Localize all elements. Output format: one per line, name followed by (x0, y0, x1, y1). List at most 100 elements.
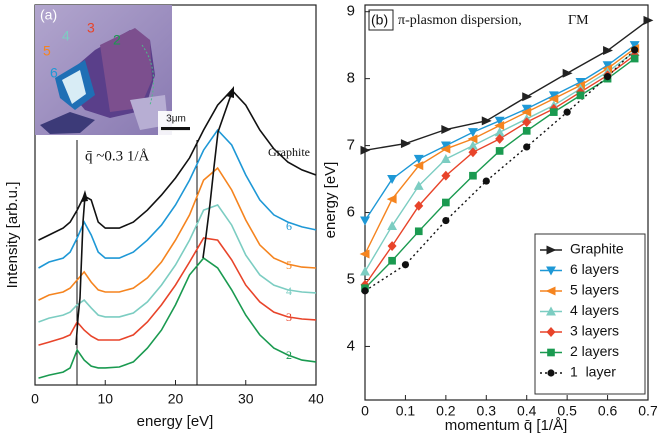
marker (629, 41, 640, 51)
marker (387, 175, 398, 185)
marker (482, 177, 490, 185)
marker (468, 147, 478, 158)
legend-marker (547, 348, 555, 357)
marker (495, 133, 505, 144)
marker (441, 170, 451, 181)
chart-subtitle: ΓM (568, 13, 589, 28)
x-tick-label: 0.7 (638, 403, 657, 419)
series-label: 5 (286, 258, 292, 272)
marker (413, 161, 424, 171)
marker (576, 91, 585, 100)
spectrum-line (38, 88, 317, 241)
panel-label-box (368, 9, 394, 31)
legend-marker (546, 245, 557, 255)
marker (467, 134, 478, 144)
y-tick-label: 4 (347, 337, 355, 354)
marker (360, 266, 370, 276)
marker (522, 127, 531, 135)
series-label: 6 (286, 219, 292, 233)
marker (467, 128, 478, 138)
marker (414, 227, 423, 236)
x-tick-label: 10 (97, 391, 113, 407)
marker (522, 92, 533, 102)
marker (603, 46, 613, 56)
x-tick-label: 40 (308, 391, 324, 407)
arrow-heads (81, 86, 234, 202)
inset-label: 2 (113, 32, 121, 48)
marker (387, 220, 398, 230)
marker (548, 94, 559, 104)
marker (388, 256, 396, 265)
inset-label: 5 (43, 43, 51, 59)
legend-marker (546, 266, 556, 276)
x-tick-label: 0.2 (436, 403, 456, 419)
x-tick-label: 0.5 (557, 403, 577, 419)
series-label: Graphite (268, 145, 310, 159)
marker (494, 116, 505, 126)
marker (467, 140, 478, 150)
legend-label: 6 layers (570, 261, 619, 277)
marker (440, 141, 451, 151)
y-tick-label: 9 (347, 3, 355, 20)
marker (563, 108, 571, 116)
spectrum-line (38, 237, 317, 346)
y-tick-label: 5 (347, 270, 355, 287)
x-tick-label: 0.4 (517, 403, 537, 419)
x-tick-label: 0 (361, 403, 369, 419)
marker (469, 171, 477, 180)
marker (549, 108, 558, 116)
curves (38, 88, 317, 379)
legend-marker (547, 369, 555, 377)
marker (442, 216, 450, 225)
legend-label: 3 layers (570, 323, 619, 339)
marker (631, 46, 639, 54)
legend-label: 4 layers (570, 302, 619, 318)
chart-title: π-plasmon dispersion, (398, 13, 522, 28)
series-label: 2 (286, 348, 292, 362)
annotation: q̄ ~0.3 1/Å (85, 148, 150, 164)
marker (603, 73, 612, 81)
series-label: 3 (286, 310, 292, 324)
marker (360, 145, 371, 155)
legend-label: 1 layer (570, 364, 616, 380)
marker (522, 117, 532, 128)
legend-label: 5 layers (570, 282, 619, 298)
x-axis-label: energy [eV] (137, 413, 214, 430)
spectrum-line (38, 257, 317, 379)
arrows (75, 91, 233, 346)
marker (441, 125, 452, 135)
inset-label: 3 (87, 20, 95, 36)
marker (442, 198, 450, 207)
x-tick-label: 30 (238, 391, 254, 407)
y-axis-label: Intensity [arb.u.] (4, 182, 21, 289)
x-tick-label: 0.3 (477, 403, 497, 419)
inset-label: 6 (50, 65, 58, 81)
marker (494, 127, 505, 137)
marker (413, 180, 424, 190)
marker (495, 147, 504, 155)
marker (630, 54, 639, 63)
spectrum-line (38, 204, 317, 323)
marker (359, 249, 370, 259)
spectrum-line (38, 128, 317, 269)
plot-frame (364, 4, 649, 401)
legend-label: 2 layers (570, 343, 619, 359)
marker (440, 154, 451, 164)
marker (414, 200, 424, 211)
panel-label: (b) (371, 12, 388, 28)
y-tick-label: 8 (347, 70, 355, 87)
inset-label: 4 (62, 28, 70, 44)
marker (481, 116, 492, 126)
legend-label: Graphite (570, 241, 624, 257)
marker (361, 287, 369, 295)
marker (602, 61, 613, 71)
marker (401, 261, 410, 269)
x-tick-label: 0 (31, 391, 39, 407)
marker (643, 15, 654, 25)
marker (413, 154, 424, 164)
marker (523, 143, 531, 151)
series-label: 4 (286, 284, 292, 298)
marker (386, 194, 397, 204)
